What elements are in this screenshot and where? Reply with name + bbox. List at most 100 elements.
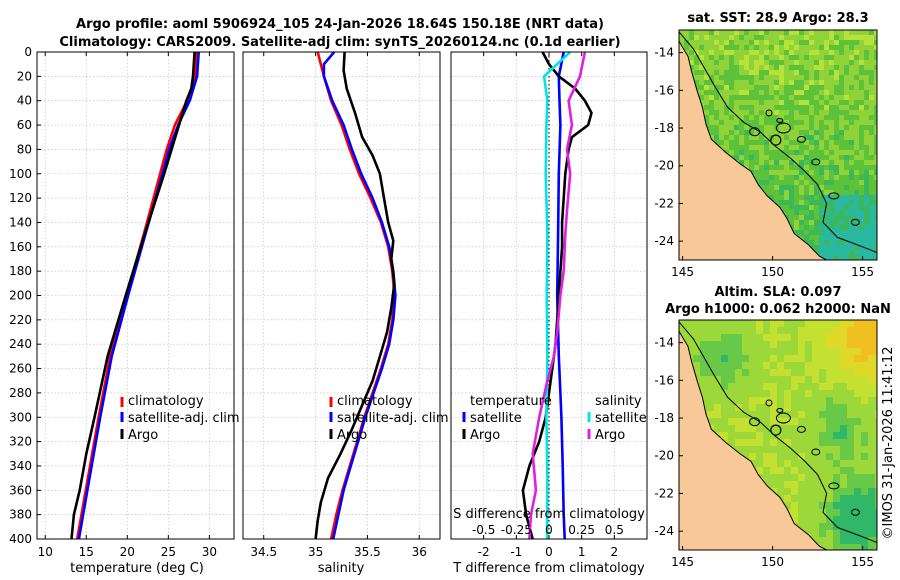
- map-cell: [824, 125, 830, 131]
- salinity-series: [314, 51, 397, 540]
- map-cell: [794, 160, 800, 166]
- map-cell: [854, 220, 860, 226]
- map-cell: [774, 180, 780, 186]
- map-cell: [759, 145, 765, 151]
- map-cell: [799, 30, 805, 36]
- map-cell: [764, 160, 770, 166]
- map-cell: [693, 362, 701, 370]
- map-cell: [784, 348, 792, 356]
- map-cell: [812, 516, 820, 524]
- sla-map-title-1: Altim. SLA: 0.097: [715, 285, 842, 300]
- map-cell: [784, 65, 790, 71]
- map-cell: [735, 446, 743, 454]
- x-tick-label: 10: [38, 545, 53, 559]
- map-cell: [874, 195, 877, 201]
- map-cell: [869, 135, 875, 141]
- map-cell: [874, 80, 877, 86]
- reef-outline: [749, 417, 761, 427]
- map-cell: [859, 135, 865, 141]
- map-cell: [804, 140, 810, 146]
- map-cell: [791, 432, 799, 440]
- map-cell: [694, 45, 700, 51]
- y-tick-label: 380: [9, 508, 32, 522]
- legend-label-argo: Argo: [337, 428, 367, 443]
- map-cell: [844, 70, 850, 76]
- map-cell: [777, 397, 785, 405]
- map-cell: [864, 245, 870, 251]
- map-cell: [769, 65, 775, 71]
- map-cell: [789, 115, 795, 121]
- map-cell: [854, 411, 862, 419]
- map-cell: [799, 180, 805, 186]
- map-cell: [861, 474, 869, 482]
- map-cell: [829, 105, 835, 111]
- map-cell: [859, 125, 865, 131]
- map-cell: [834, 70, 840, 76]
- map-cell: [844, 170, 850, 176]
- map-cell: [689, 60, 695, 66]
- map-cell: [854, 55, 860, 61]
- map-cell: [833, 390, 841, 398]
- map-cell: [799, 100, 805, 106]
- map-cell: [804, 70, 810, 76]
- map-cell: [799, 110, 805, 116]
- map-cell: [694, 35, 700, 41]
- y-tick-label: 120: [9, 191, 32, 205]
- map-cell: [789, 150, 795, 156]
- map-cell: [824, 175, 830, 181]
- map-cell: [861, 341, 869, 349]
- y-tick-label: 160: [9, 240, 32, 254]
- map-cell: [759, 45, 765, 51]
- map-cell: [840, 537, 848, 545]
- map-cell: [754, 115, 760, 121]
- map-cell: [693, 348, 701, 356]
- map-cell: [679, 35, 685, 41]
- map-cell: [861, 481, 869, 489]
- map-cell: [809, 110, 815, 116]
- y-tick-label: 0: [24, 45, 32, 59]
- map-cell: [829, 130, 835, 136]
- map-cell: [694, 75, 700, 81]
- map-cell: [789, 65, 795, 71]
- map-cell: [742, 362, 750, 370]
- map-cell: [814, 215, 820, 221]
- map-cell: [784, 195, 790, 201]
- map-cell: [794, 170, 800, 176]
- map-cell: [869, 205, 875, 211]
- map-cell: [714, 75, 720, 81]
- y-tick-label: 240: [9, 337, 32, 351]
- map-cell: [707, 327, 715, 335]
- map-cell: [704, 85, 710, 91]
- map-cell: [859, 40, 865, 46]
- map-cell: [854, 523, 862, 531]
- map-cell: [834, 250, 840, 256]
- map-cell: [874, 225, 877, 231]
- map-cell: [742, 453, 750, 461]
- map-cell: [861, 383, 869, 391]
- map-cell: [824, 150, 830, 156]
- map-cell: [704, 35, 710, 41]
- map-cell: [764, 85, 770, 91]
- map-cell: [791, 376, 799, 384]
- map-cell: [844, 75, 850, 81]
- map-cell: [861, 530, 869, 538]
- map-cell: [874, 175, 877, 181]
- map-cell: [798, 488, 806, 496]
- map-cell: [849, 140, 855, 146]
- map-cell: [739, 90, 745, 96]
- lon-tick-label: 155: [851, 265, 874, 279]
- map-cell: [770, 334, 778, 342]
- map-cell: [839, 105, 845, 111]
- map-cell: [784, 376, 792, 384]
- map-cell: [777, 474, 785, 482]
- map-cell: [849, 85, 855, 91]
- map-cell: [809, 80, 815, 86]
- map-cell: [854, 135, 860, 141]
- map-cell: [804, 125, 810, 131]
- map-cell: [784, 320, 792, 328]
- map-cell: [833, 355, 841, 363]
- map-cell: [875, 530, 877, 538]
- map-cell: [829, 110, 835, 116]
- map-cell: [826, 425, 834, 433]
